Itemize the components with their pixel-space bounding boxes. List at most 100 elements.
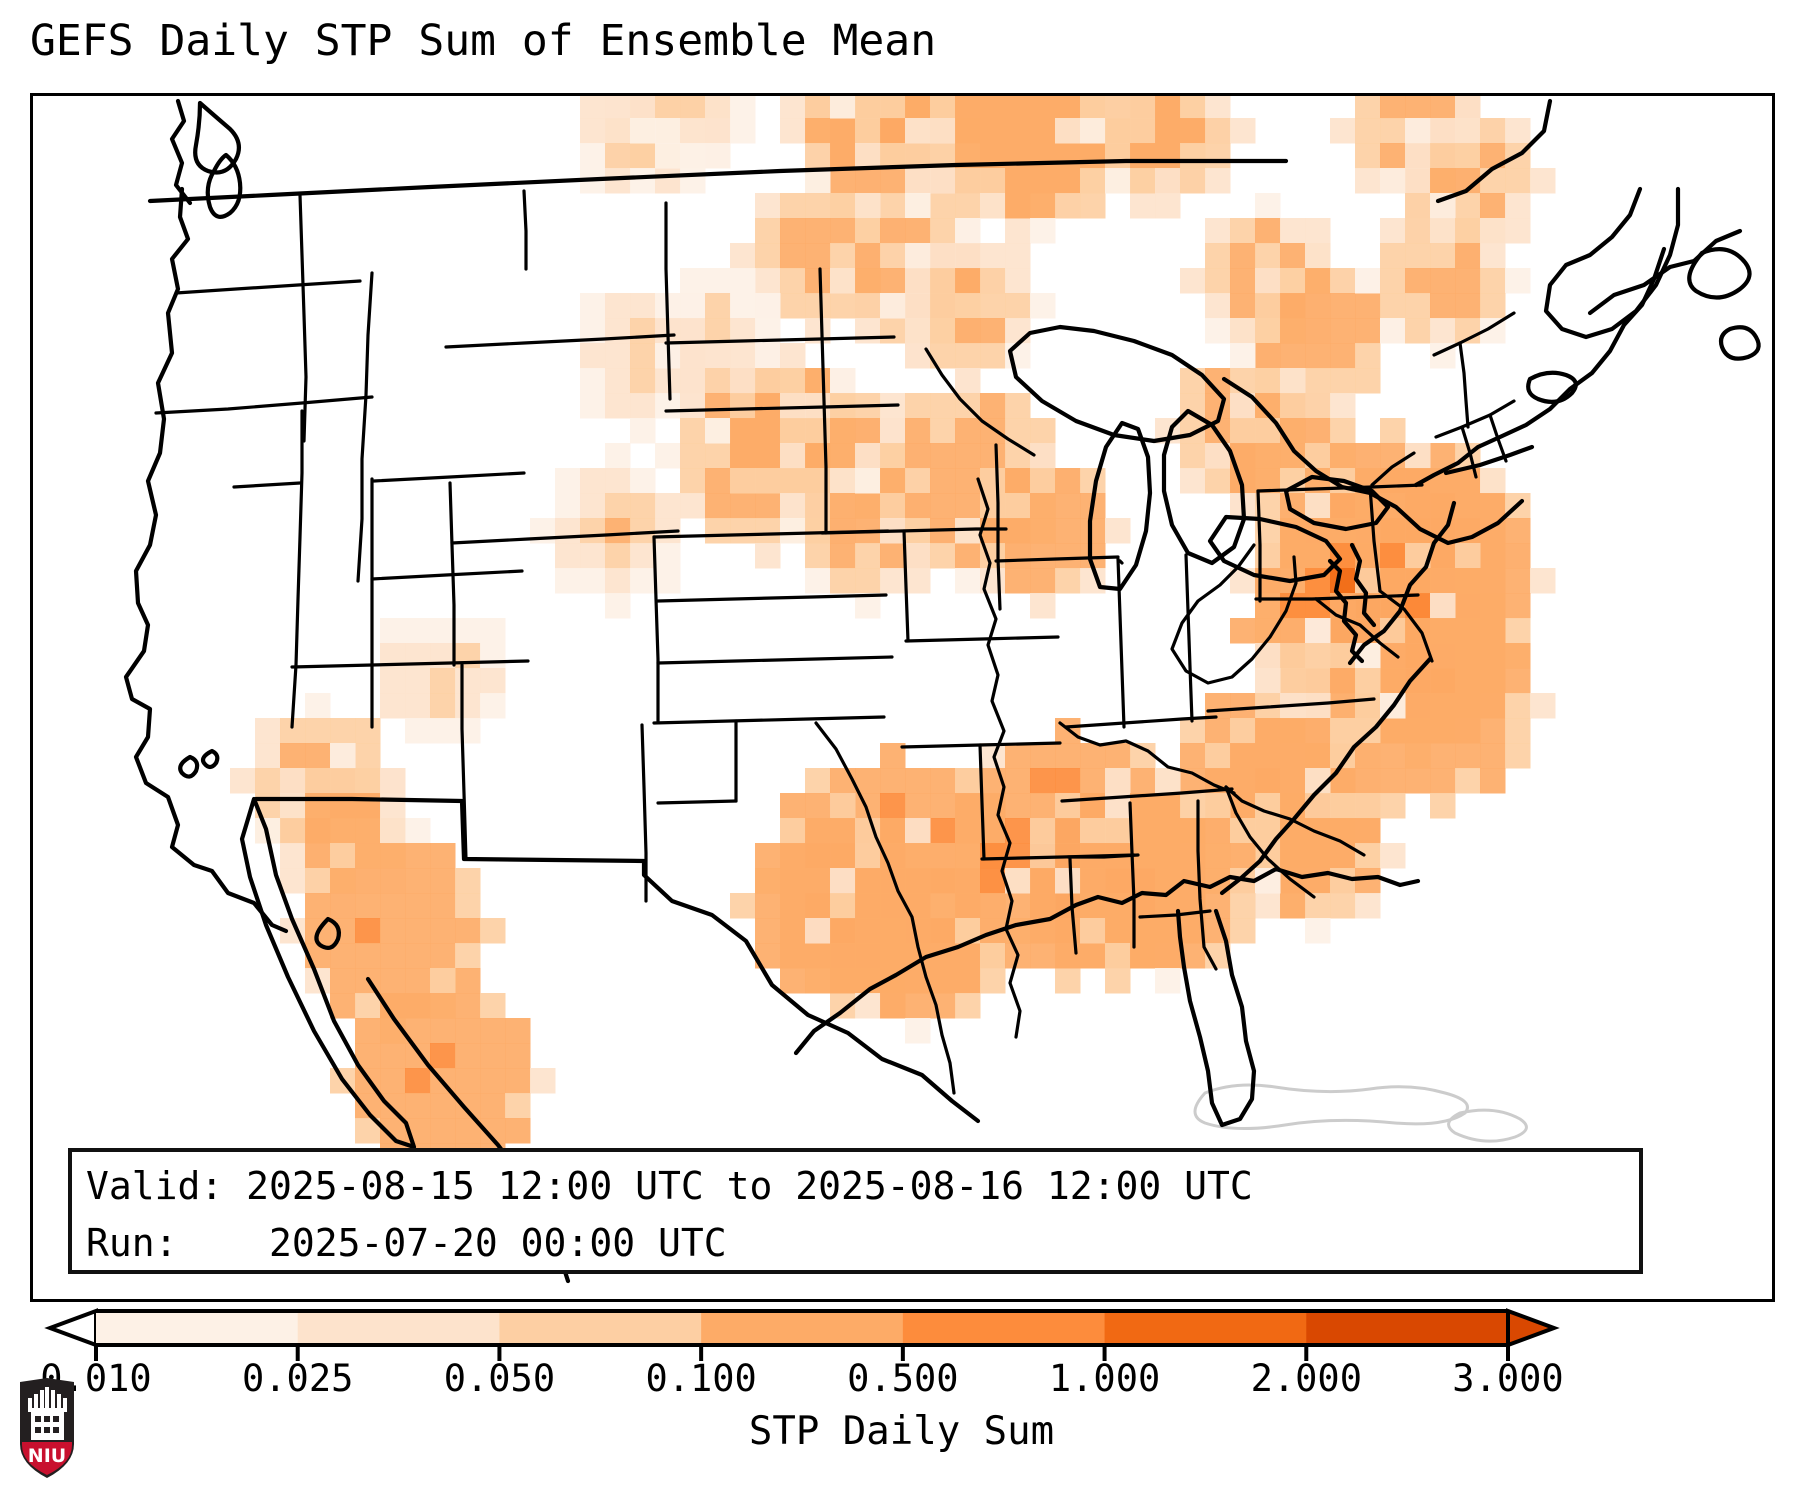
stp-grid-cell <box>1280 643 1306 669</box>
stp-grid-cell <box>1405 93 1431 94</box>
stp-grid-cell <box>655 143 681 169</box>
stp-grid-cell <box>730 293 756 319</box>
stp-grid-cell <box>1030 593 1056 619</box>
stp-grid-cell <box>1280 318 1306 344</box>
stp-grid-cell <box>730 468 756 494</box>
stp-grid-cell <box>880 943 906 969</box>
stp-grid-cell <box>1180 268 1206 294</box>
stp-grid-cell <box>1305 843 1331 869</box>
stp-grid-cell <box>1330 393 1356 419</box>
stp-grid-cell <box>230 768 256 794</box>
stp-grid-cell <box>1055 568 1081 594</box>
stp-grid-cell <box>1205 168 1231 194</box>
stp-grid-cell <box>1005 93 1031 94</box>
stp-grid-cell <box>1205 143 1231 169</box>
stp-grid-cell <box>580 96 606 119</box>
stp-grid-cell <box>1005 793 1031 819</box>
stp-grid-cell <box>1030 893 1056 919</box>
stp-grid-cell <box>880 93 906 94</box>
stp-grid-cell <box>1405 693 1431 719</box>
stp-grid-cell <box>1380 93 1406 94</box>
stp-grid-cell <box>730 268 756 294</box>
stp-grid-cell <box>1355 793 1381 819</box>
stp-grid-cell <box>455 1043 481 1069</box>
stp-grid-cell <box>1455 593 1481 619</box>
stp-grid-cell <box>805 218 831 244</box>
stp-grid-cell <box>380 618 406 644</box>
stp-grid-cell <box>380 843 406 869</box>
stp-grid-cell <box>1030 543 1056 569</box>
stp-grid-cell <box>1105 893 1131 919</box>
stp-grid-cell <box>1455 693 1481 719</box>
stp-grid-cell <box>680 293 706 319</box>
stp-grid-cell <box>605 593 631 619</box>
stp-grid-cell <box>855 93 881 94</box>
colorbar[interactable]: 0.010 0.025 0.050 0.100 0.500 1.000 2.000 3.000… <box>0 1305 1803 1500</box>
stp-grid-cell <box>705 143 731 169</box>
stp-grid-cell <box>680 93 706 94</box>
stp-grid-cell <box>805 918 831 944</box>
stp-grid-cell <box>855 93 881 94</box>
stp-grid-cell <box>955 93 981 94</box>
stp-grid-cell <box>1105 943 1131 969</box>
stp-grid-cell <box>605 543 631 569</box>
info-run-line: Run: 2025-07-20 00:00 UTC <box>86 1221 727 1265</box>
stp-grid-cell <box>855 243 881 269</box>
stp-grid-cell <box>1255 268 1281 294</box>
stp-grid-cell <box>1055 543 1081 569</box>
stp-grid-cell <box>1480 468 1506 494</box>
stp-grid-cell <box>1280 793 1306 819</box>
stp-grid-cell <box>1280 418 1306 444</box>
colorbar-tick-label: 0.025 <box>242 1357 354 1400</box>
stp-grid-cell <box>755 543 781 569</box>
stp-grid-cell <box>955 818 981 844</box>
stp-grid-cell <box>955 793 981 819</box>
stp-grid-cell <box>855 493 881 519</box>
stp-grid-cell <box>1355 668 1381 694</box>
stp-grid-cell <box>630 93 656 94</box>
stp-grid-cell <box>405 868 431 894</box>
stp-grid-cell <box>430 868 456 894</box>
stp-grid-cell <box>905 768 931 794</box>
stp-grid-cell <box>855 143 881 169</box>
colorbar-extend-max <box>1506 1308 1560 1348</box>
stp-grid-cell <box>755 493 781 519</box>
stp-grid-cell <box>405 668 431 694</box>
stp-grid-cell <box>580 493 606 519</box>
stp-grid-cell <box>630 143 656 169</box>
stp-grid-cell <box>1230 618 1256 644</box>
stp-grid-cell <box>1405 293 1431 319</box>
stp-grid-cell <box>1405 118 1431 144</box>
stp-grid-cell <box>855 443 881 469</box>
stp-grid-cell <box>455 943 481 969</box>
stp-grid-cell <box>605 293 631 319</box>
stp-grid-cell <box>1105 768 1131 794</box>
stp-grid-cell <box>1180 118 1206 144</box>
stp-grid-cell <box>905 343 931 369</box>
stp-grid-cell <box>805 843 831 869</box>
stp-grid-cell <box>880 168 906 194</box>
stp-grid-cell <box>1305 743 1331 769</box>
stp-grid-cell <box>1355 743 1381 769</box>
stp-grid-cell <box>905 393 931 419</box>
stp-grid-cell <box>1030 418 1056 444</box>
stp-grid-cell <box>1105 118 1131 144</box>
stp-grid-cell <box>955 243 981 269</box>
stp-grid-cell <box>1155 768 1181 794</box>
stp-grid-cell <box>980 293 1006 319</box>
stp-grid-cell <box>955 96 981 119</box>
colorbar-band <box>96 1311 299 1345</box>
stp-grid-cell <box>1355 293 1381 319</box>
stp-grid-cell <box>705 268 731 294</box>
stp-grid-cell <box>1380 293 1406 319</box>
stp-grid-cell <box>405 968 431 994</box>
stp-grid-cell <box>705 93 731 94</box>
stp-grid-cell <box>780 968 806 994</box>
stp-grid-cell <box>605 168 631 194</box>
stp-grid-cell <box>1305 543 1331 569</box>
stp-grid-cell <box>955 493 981 519</box>
map-axes[interactable]: Valid: 2025-08-15 12:00 UTC to 2025-08-1… <box>30 93 1775 1302</box>
stp-grid-cell <box>605 568 631 594</box>
niu-logo[interactable]: NIU <box>16 1378 78 1478</box>
stp-grid-cell <box>355 768 381 794</box>
